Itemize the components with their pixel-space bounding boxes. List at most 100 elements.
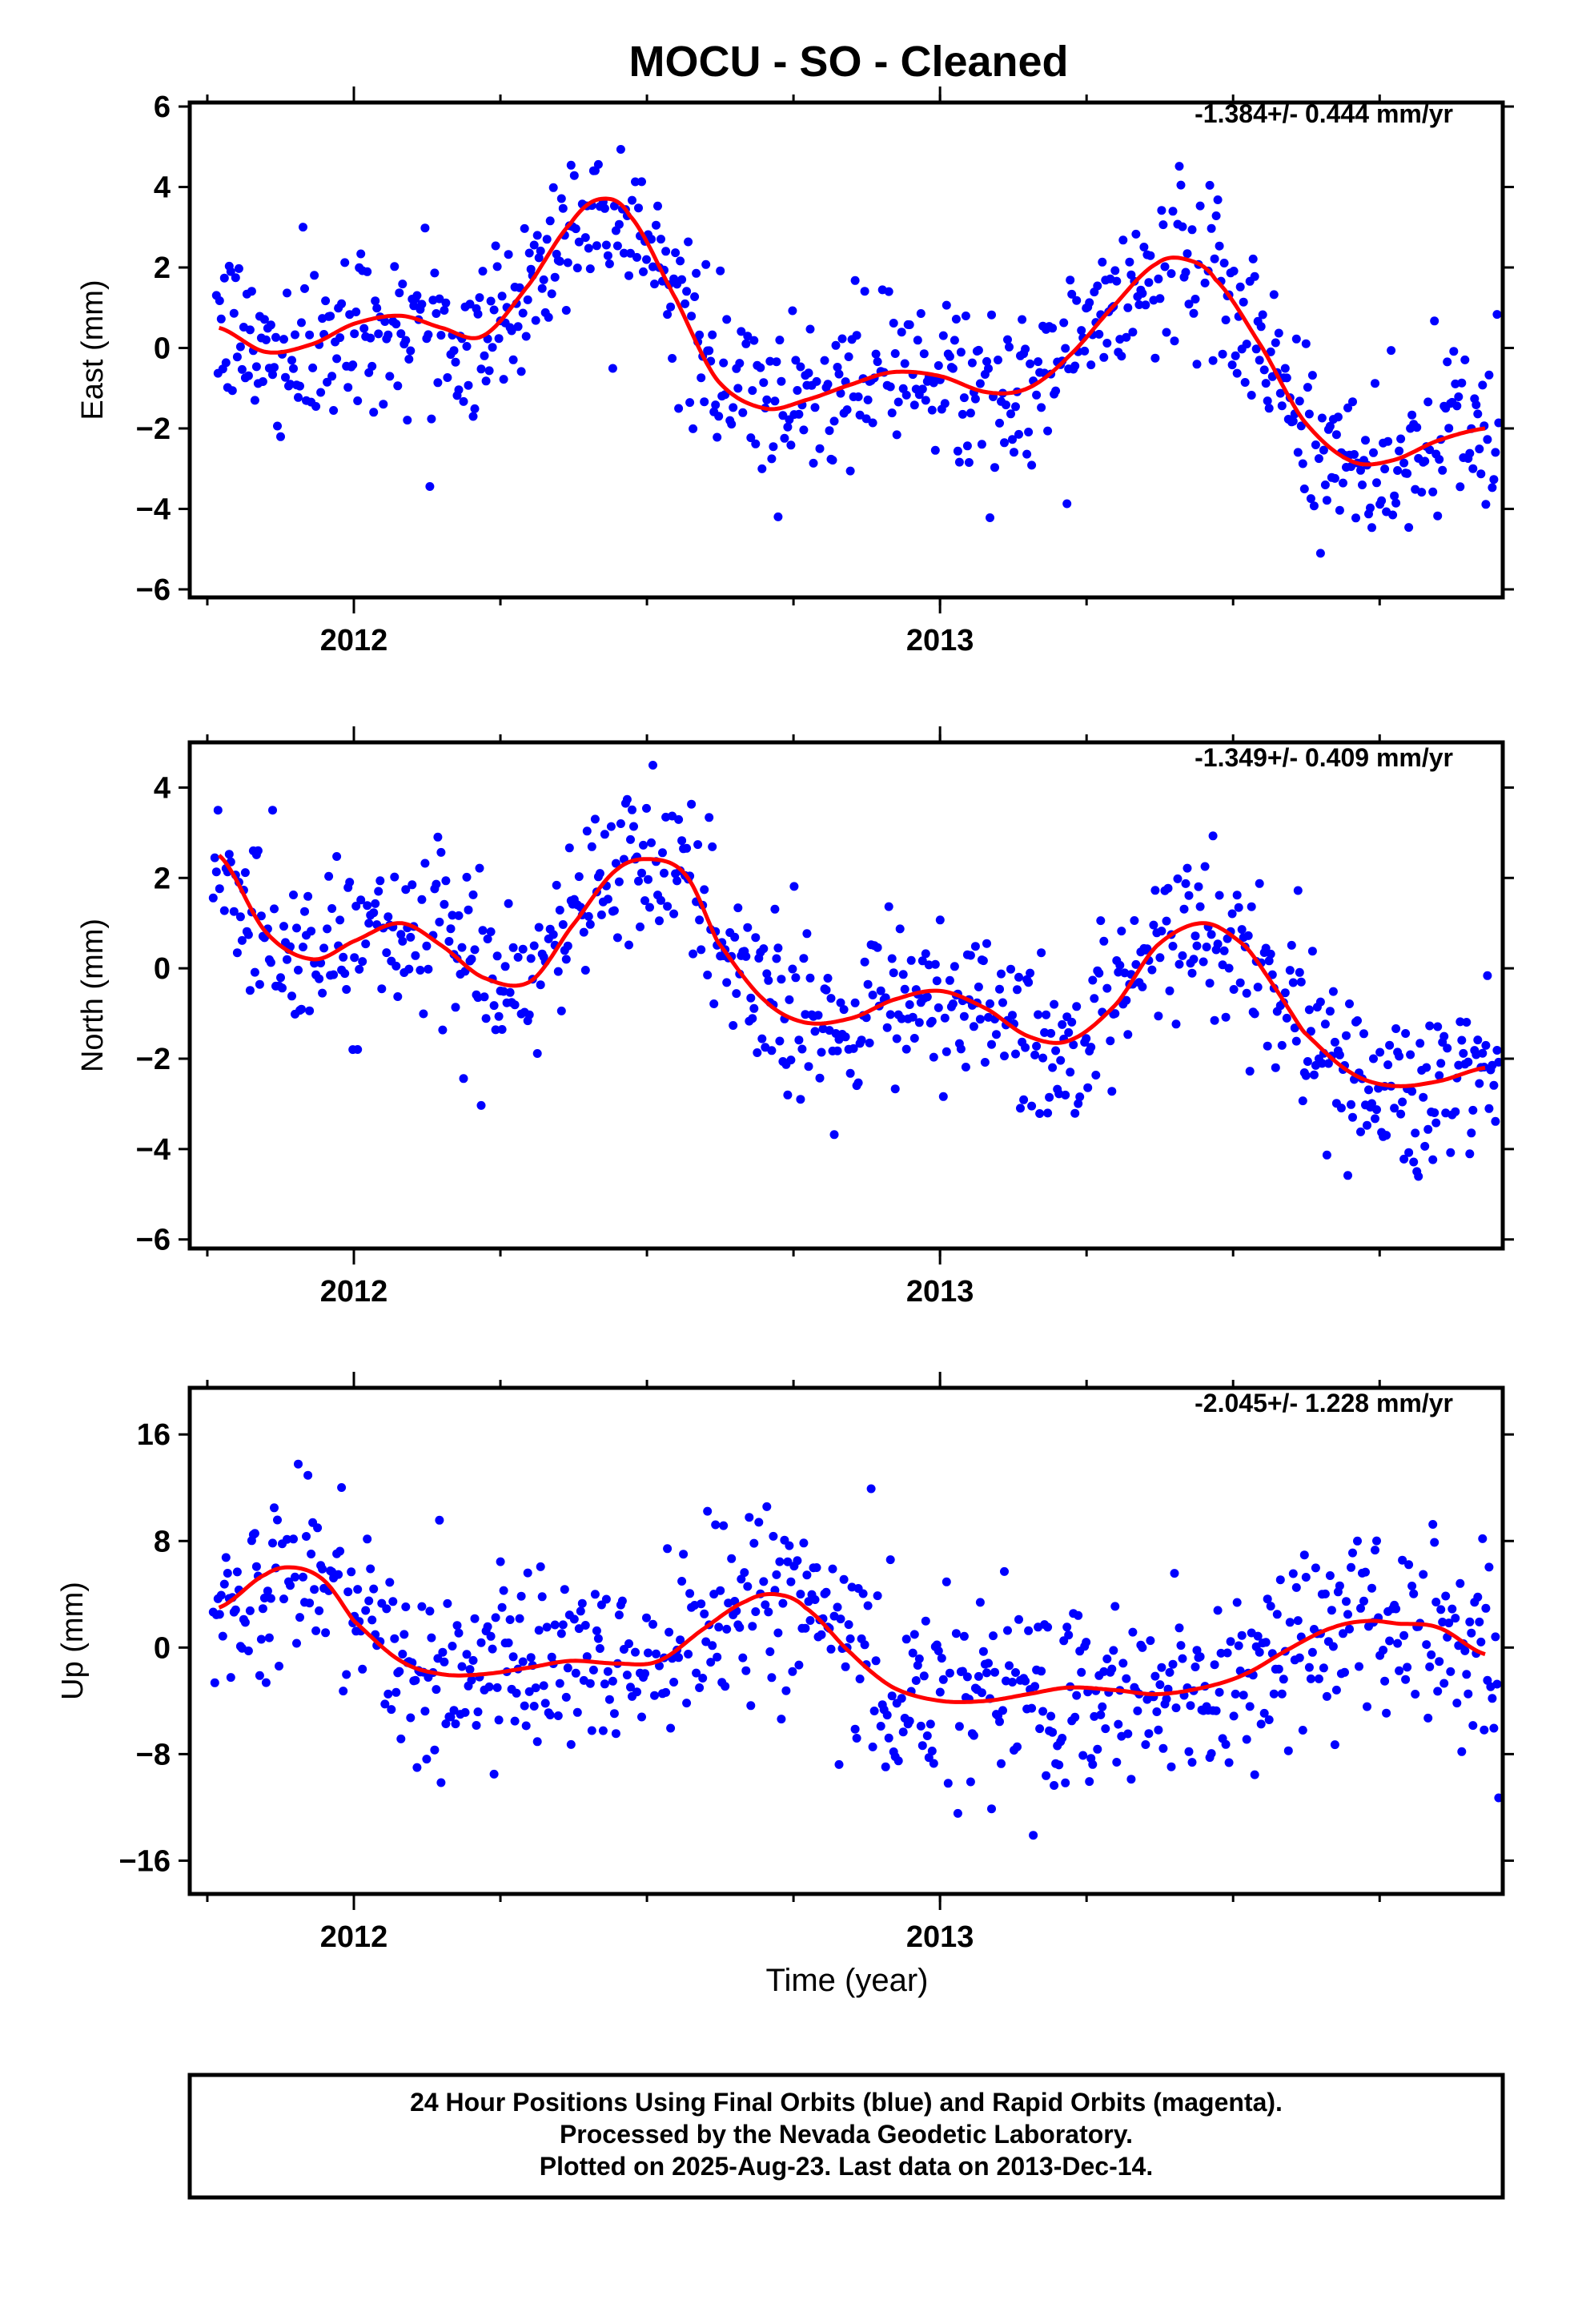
east-data-point <box>810 403 820 412</box>
east-data-point <box>484 366 494 376</box>
up-data-point <box>486 1631 496 1641</box>
north-data-point <box>454 911 464 920</box>
up-data-point <box>833 1602 842 1612</box>
north-data-point <box>639 840 648 850</box>
east-data-point <box>1235 282 1245 292</box>
east-data-point <box>860 287 869 296</box>
north-data-point <box>289 891 298 899</box>
up-data-point <box>1465 1617 1475 1626</box>
north-data-point <box>849 1043 858 1053</box>
up-data-point <box>1427 1650 1436 1659</box>
east-data-point <box>700 397 709 407</box>
east-data-point <box>1275 388 1285 398</box>
north-data-point <box>432 879 441 889</box>
east-data-point <box>632 252 641 262</box>
north-data-point <box>268 806 277 815</box>
east-data-point <box>970 394 980 404</box>
east-data-point <box>348 360 358 370</box>
north-data-point <box>799 954 809 963</box>
north-data-point <box>1301 1071 1311 1080</box>
north-data-point <box>876 986 885 995</box>
north-data-point <box>555 906 564 915</box>
up-data-point <box>1353 1536 1362 1546</box>
east-data-point <box>1000 438 1009 448</box>
up-data-point <box>1314 1674 1323 1683</box>
up-data-point <box>624 1639 633 1648</box>
up-data-point <box>845 1634 855 1643</box>
north-data-point <box>237 935 247 945</box>
up-data-point <box>945 1668 954 1678</box>
north-data-point <box>462 872 472 882</box>
east-data-point <box>1258 310 1267 320</box>
east-data-point <box>1475 444 1484 454</box>
up-data-point <box>259 1594 269 1602</box>
east-data-point <box>561 306 571 315</box>
up-data-point <box>860 1640 869 1650</box>
north-data-point <box>1069 1040 1078 1050</box>
north-data-point <box>757 1034 767 1043</box>
east-data-point <box>1452 401 1462 411</box>
north-data-point <box>478 926 488 935</box>
up-data-point <box>232 1567 242 1577</box>
east-data-point <box>1420 456 1430 466</box>
east-data-point <box>1176 180 1186 190</box>
north-data-point <box>839 1005 849 1015</box>
north-data-point <box>1363 1120 1371 1130</box>
east-data-point <box>749 336 759 345</box>
east-data-point <box>767 454 777 464</box>
up-data-point <box>781 1686 791 1695</box>
east-data-point <box>786 440 796 450</box>
east-data-point <box>1094 329 1104 339</box>
north-data-point <box>1401 1029 1411 1038</box>
east-data-point <box>499 375 508 384</box>
up-data-point <box>292 1638 301 1648</box>
north-data-point <box>480 992 489 1002</box>
north-data-point <box>1032 1041 1042 1051</box>
up-data-point <box>318 1564 327 1574</box>
up-data-point <box>640 1669 649 1679</box>
up-data-point <box>926 1719 935 1729</box>
up-data-point <box>1146 1636 1155 1646</box>
up-data-point <box>1363 1702 1371 1711</box>
north-data-point <box>823 974 833 983</box>
north-data-point <box>408 880 417 890</box>
east-data-point <box>1195 201 1205 211</box>
up-data-point <box>1211 1706 1221 1715</box>
east-data-point <box>778 411 788 420</box>
up-data-point <box>1221 1739 1231 1749</box>
up-data-point <box>563 1663 572 1673</box>
north-x-tick-label: 2012 <box>320 1275 388 1309</box>
north-data-point <box>552 880 561 890</box>
up-data-point <box>488 1644 497 1654</box>
north-data-point <box>424 964 433 974</box>
east-data-point <box>473 309 483 319</box>
up-data-point <box>989 1631 998 1641</box>
north-data-point <box>524 1010 534 1019</box>
north-data-point <box>243 930 253 939</box>
east-data-point <box>1003 335 1012 344</box>
north-data-point <box>1051 1046 1061 1055</box>
north-data-point <box>1353 1016 1362 1025</box>
up-data-point <box>603 1667 612 1676</box>
up-data-point <box>1367 1583 1376 1593</box>
east-data-point <box>780 433 789 443</box>
north-data-point <box>213 806 223 815</box>
up-data-point <box>1157 1663 1166 1672</box>
north-data-point <box>786 1055 796 1065</box>
up-data-point <box>1491 1632 1500 1642</box>
up-data-point <box>977 1688 986 1698</box>
up-data-point <box>580 1621 590 1630</box>
up-data-point <box>852 1734 861 1743</box>
north-data-point <box>351 902 361 911</box>
north-data-point <box>997 969 1006 979</box>
east-data-point <box>427 414 436 424</box>
east-data-point <box>966 408 975 418</box>
east-data-point <box>609 201 619 211</box>
up-data-point <box>523 1568 532 1578</box>
north-data-point <box>327 904 337 913</box>
east-data-point <box>1072 296 1082 305</box>
up-data-point <box>921 1616 930 1626</box>
east-data-point <box>861 414 871 424</box>
up-data-point <box>577 1598 587 1608</box>
up-data-point <box>1062 1622 1072 1632</box>
